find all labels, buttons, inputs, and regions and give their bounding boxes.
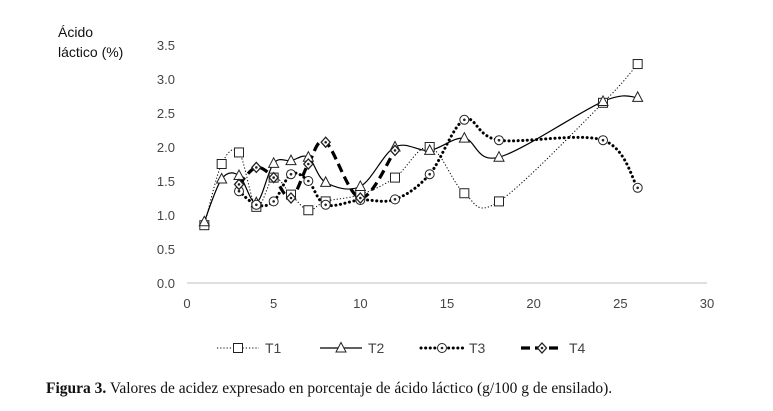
y-tick-label: 2.5	[157, 106, 175, 121]
series-t1-point	[216, 159, 227, 169]
figure-caption: Figura 3. Valores de acidez expresado en…	[46, 380, 612, 398]
legend-marker	[233, 343, 243, 353]
y-axis-label-line-2: láctico (%)	[58, 44, 124, 60]
y-tick-label: 3.0	[157, 72, 175, 87]
y-axis-label: Ácido láctico (%)	[58, 22, 123, 62]
x-tick-label: 30	[700, 296, 714, 311]
legend-item-t2: T2	[320, 340, 385, 356]
series-t1-point	[632, 59, 643, 70]
series-t3-line	[237, 117, 640, 208]
series-t3-point	[234, 186, 244, 197]
series-t2-point	[198, 215, 211, 227]
x-tick-label: 20	[526, 296, 540, 311]
y-tick-label: 2.0	[157, 140, 175, 155]
legend-label: T3	[469, 340, 486, 356]
series-t2-point	[597, 94, 609, 106]
series-t2-point	[215, 172, 228, 184]
legend-marker	[536, 342, 548, 354]
series-t3-point	[494, 135, 504, 146]
series-t2-point	[631, 90, 644, 102]
series-t4-point	[389, 144, 401, 157]
series-t1-point	[459, 188, 470, 199]
series-t2-point	[354, 179, 367, 191]
y-tick-label: 1.5	[157, 174, 175, 189]
series-t4-point	[250, 161, 262, 174]
series-t1-point	[390, 172, 400, 183]
series-t3-point	[320, 199, 331, 210]
series-t4-point	[285, 192, 297, 204]
series-t3-point	[459, 114, 470, 125]
y-tick-label: 3.5	[157, 38, 175, 53]
x-tick-label: 0	[183, 296, 190, 311]
series-t2-point	[233, 168, 245, 181]
caption-text: Valores de acidez expresado en porcentaj…	[106, 380, 613, 397]
series-t3-point	[251, 199, 262, 210]
legend-marker	[437, 343, 447, 353]
series-t3-point	[390, 194, 400, 205]
series-t2-point	[267, 156, 280, 168]
legend-item-t1: T1	[217, 340, 282, 356]
series-t1-line	[203, 63, 639, 226]
y-tick-label: 0.0	[157, 276, 175, 291]
series-t2-point	[458, 131, 471, 143]
series-t1-point	[303, 205, 314, 216]
series-t2-point	[423, 143, 436, 155]
series-t4-point	[233, 178, 245, 191]
series-t1-point	[234, 147, 244, 158]
x-tick-label: 10	[353, 296, 367, 311]
series-t2-point	[319, 175, 332, 187]
series-t3-point	[303, 176, 314, 186]
series-t4-point	[354, 192, 366, 204]
legend-marker	[335, 341, 347, 353]
legend-label: T1	[265, 340, 282, 356]
caption-label: Figura 3.	[46, 380, 107, 397]
series-t4-point	[320, 136, 332, 149]
series-t3-point	[598, 135, 608, 146]
y-axis-label-line-1: Ácido	[58, 24, 94, 40]
series-t3-point	[632, 182, 643, 193]
series-t2-point	[493, 150, 505, 162]
x-tick-label: 15	[440, 296, 454, 311]
series-t4-point	[302, 158, 314, 170]
legend-label: T2	[368, 340, 385, 356]
series-t3-point	[424, 169, 435, 180]
series-t4-line	[237, 139, 397, 200]
y-tick-label: 1.0	[157, 208, 175, 223]
x-tick-label: 25	[613, 296, 627, 311]
legend-label: T4	[569, 340, 586, 356]
series-t1-point	[494, 196, 504, 207]
legend-item-t4: T4	[521, 340, 586, 356]
y-tick-label: 0.5	[157, 242, 175, 257]
series-t3-point	[286, 169, 296, 180]
series-t3-point	[268, 196, 279, 207]
line-chart: 0.0 0.5 1.0 1.5 2.0 2.5 3.0 3.5 0 5 10 15 20 25 30 T1 T…	[157, 38, 714, 356]
x-tick-label: 5	[270, 296, 277, 311]
legend-item-t3: T3	[419, 340, 486, 356]
series-t2-point	[285, 154, 297, 166]
series-t4-point	[268, 171, 280, 184]
